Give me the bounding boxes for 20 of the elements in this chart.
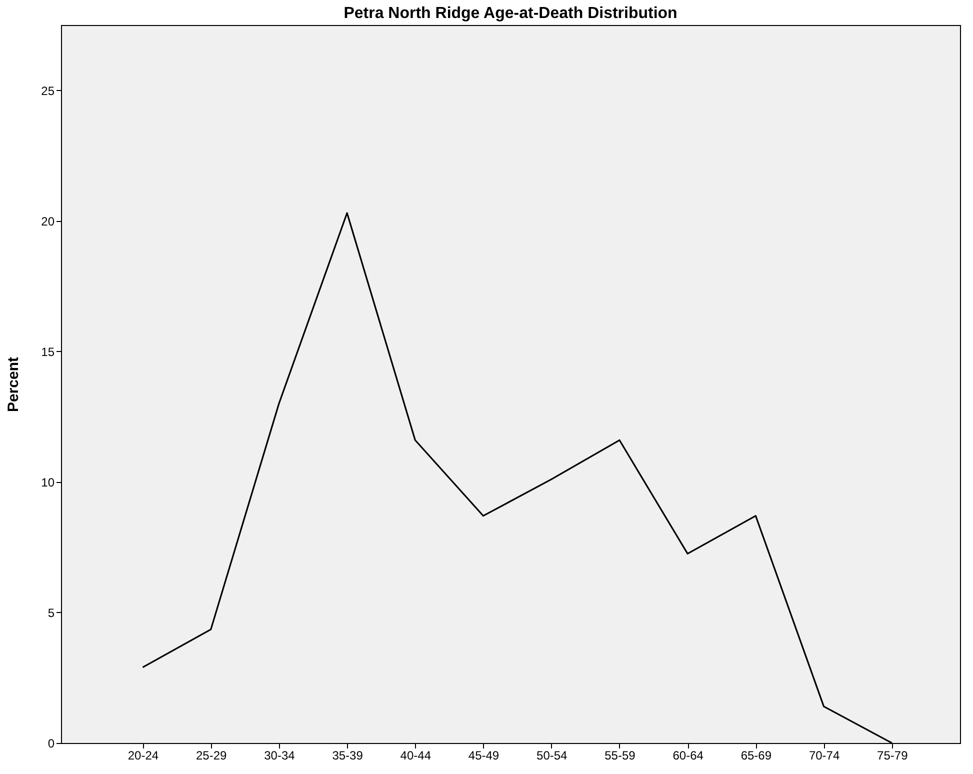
y-tick-label: 5	[48, 606, 55, 620]
y-tick-label: 15	[41, 344, 55, 359]
x-tick-label: 35-39	[332, 748, 364, 762]
y-axis-title: Percent	[5, 356, 22, 412]
y-tick-label: 20	[41, 214, 55, 228]
x-tick-label: 45-49	[468, 748, 500, 762]
y-tick-label: 25	[41, 84, 55, 98]
x-tick-label: 30-34	[264, 748, 296, 762]
x-tick-label: 40-44	[400, 748, 432, 762]
x-tick-label: 50-54	[536, 748, 568, 762]
x-tick-label: 55-59	[604, 748, 636, 762]
x-tick-label: 75-79	[877, 748, 908, 762]
x-tick-label: 65-69	[740, 748, 772, 762]
x-tick-label: 20-24	[128, 748, 159, 762]
x-tick-label: 25-29	[196, 748, 227, 762]
x-tick-label: 60-64	[672, 748, 704, 762]
y-tick-label: 10	[41, 475, 55, 490]
y-tick-label: 0	[48, 736, 55, 750]
chart-title: Petra North Ridge Age-at-Death Distribution	[344, 5, 678, 22]
x-tick-label: 70-74	[808, 748, 840, 762]
